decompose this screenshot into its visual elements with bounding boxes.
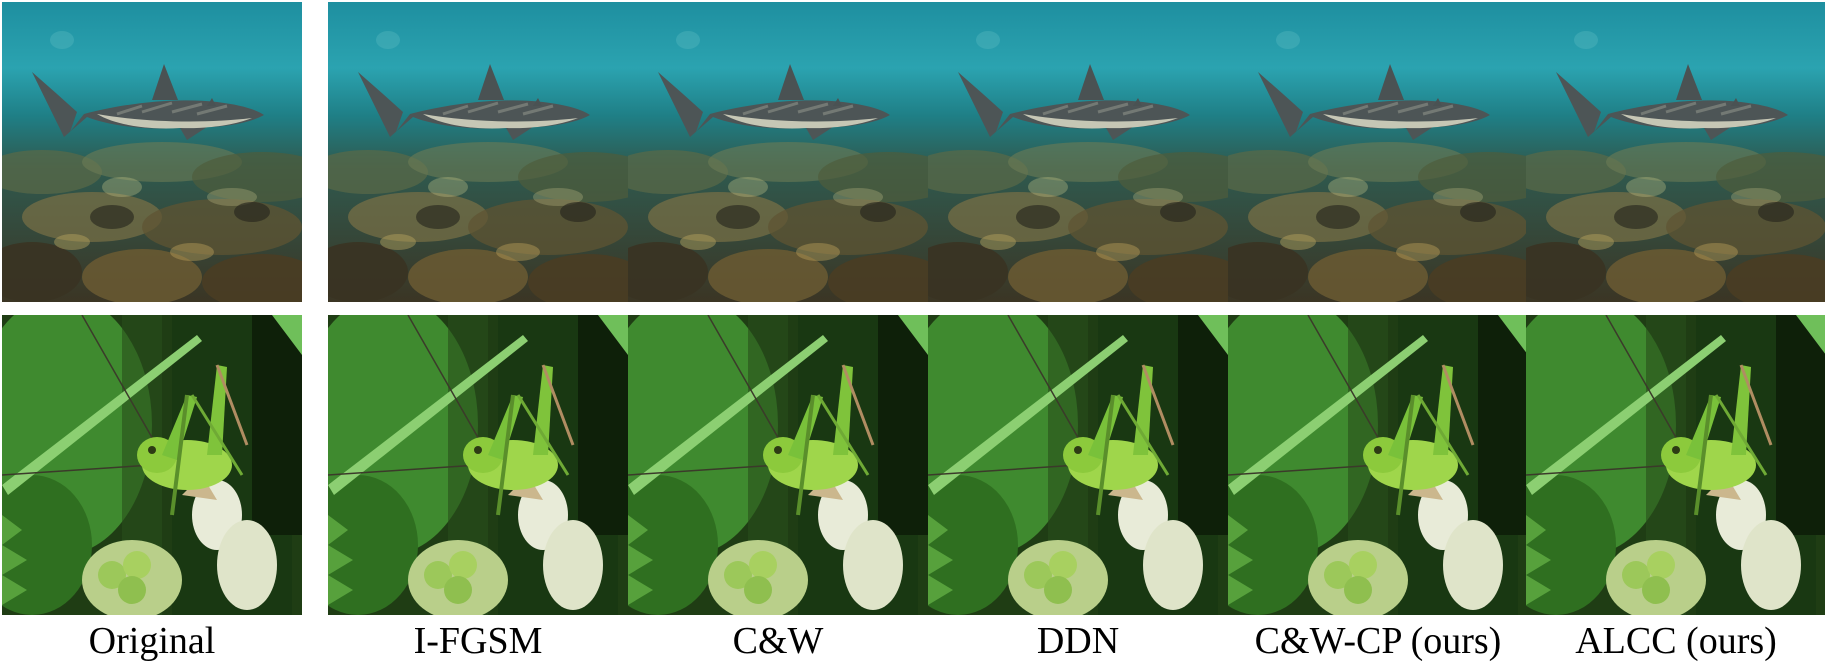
image-cw-shark (628, 2, 928, 302)
image-ifgsm-shark (328, 2, 628, 302)
caption-cw: C&W (732, 620, 824, 662)
image-alcc-shark (1526, 2, 1825, 302)
image-ddn-grasshopper (928, 315, 1228, 615)
image-alcc-grasshopper (1526, 315, 1825, 615)
caption-ifgsm: I-FGSM (413, 620, 543, 662)
image-cwcp-grasshopper (1228, 315, 1528, 615)
caption-alcc: ALCC (ours) (1575, 620, 1777, 662)
image-original-grasshopper (2, 315, 302, 615)
caption-ddn: DDN (1036, 620, 1120, 662)
image-cwcp-shark (1228, 2, 1528, 302)
image-ifgsm-grasshopper (328, 315, 628, 615)
image-ddn-shark (928, 2, 1228, 302)
caption-cwcp: C&W-CP (ours) (1254, 620, 1502, 662)
caption-original: Original (88, 620, 216, 662)
image-cw-grasshopper (628, 315, 928, 615)
image-original-shark (2, 2, 302, 302)
